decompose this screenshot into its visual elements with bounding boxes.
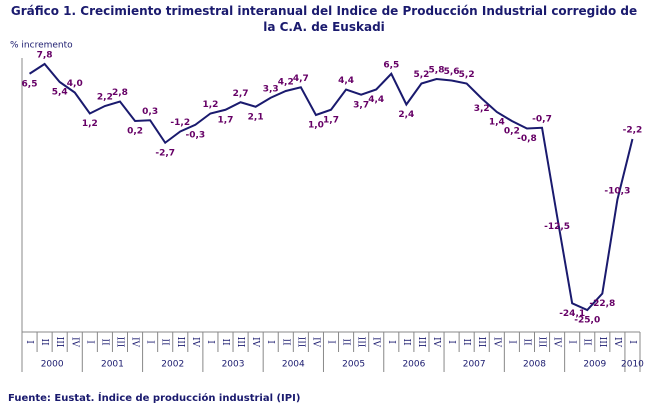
x-tick-label: II: [280, 338, 290, 346]
x-tick-label: I: [627, 340, 637, 344]
year-label: 2005: [342, 360, 365, 370]
data-label: 2,4: [398, 110, 414, 120]
data-label: -0,3: [185, 130, 205, 140]
data-label: 4,4: [338, 76, 354, 86]
x-tick-label: IV: [69, 337, 79, 348]
x-tick-label: II: [521, 338, 531, 346]
x-tick-label: II: [582, 338, 592, 346]
data-label: 5,2: [459, 70, 475, 80]
x-tick-label: II: [220, 338, 230, 346]
x-tick-label: III: [175, 337, 185, 348]
x-tick-label: I: [386, 340, 396, 344]
data-label: -22,8: [589, 299, 615, 309]
x-tick-label: I: [265, 340, 275, 344]
x-tick-label: II: [461, 338, 471, 346]
data-label: 6,5: [22, 79, 38, 89]
data-label: 2,1: [248, 112, 264, 122]
chart-title: Gráfico 1. Crecimiento trimestral intera…: [10, 4, 638, 34]
x-tick-label: I: [567, 340, 577, 344]
data-label: 6,5: [383, 60, 399, 70]
x-tick-label: I: [446, 340, 456, 344]
x-tick-label: III: [114, 337, 124, 348]
data-label: 4,4: [368, 95, 384, 105]
x-tick-label: I: [24, 340, 34, 344]
data-label: 5,4: [52, 88, 68, 98]
data-label: -0,8: [517, 134, 537, 144]
data-label: 2,7: [233, 89, 249, 99]
x-tick-label: IV: [431, 337, 441, 348]
year-label: 2000: [41, 360, 64, 370]
data-label: 5,6: [444, 67, 460, 77]
year-label: 2009: [583, 360, 606, 370]
x-tick-label: III: [416, 337, 426, 348]
data-label: 1,2: [82, 119, 98, 129]
x-tick-label: IV: [491, 337, 501, 348]
y-axis-label: % incremento: [10, 41, 73, 51]
data-label: 7,8: [37, 51, 53, 61]
x-tick-label: IV: [250, 337, 260, 348]
data-label: 0,3: [142, 107, 158, 117]
data-label: 1,4: [489, 118, 505, 128]
data-label: 4,2: [278, 78, 294, 88]
data-label: 0,2: [127, 127, 143, 137]
data-label: -1,2: [170, 118, 190, 128]
year-label: 2002: [161, 360, 184, 370]
x-tick-label: I: [84, 340, 94, 344]
x-tick-label: II: [341, 338, 351, 346]
x-tick-label: III: [476, 337, 486, 348]
x-tick-label: III: [597, 337, 607, 348]
x-tick-label: I: [506, 340, 516, 344]
data-label: 5,8: [429, 66, 445, 76]
data-label: 0,2: [504, 127, 520, 137]
data-label: -12,5: [544, 222, 570, 232]
x-tick-label: IV: [612, 337, 622, 348]
data-label: 3,2: [474, 104, 490, 114]
data-label: -2,2: [623, 126, 643, 136]
data-line: [28, 62, 634, 312]
data-label: -24,1: [559, 309, 585, 319]
data-label: 5,2: [413, 70, 429, 80]
x-tick-label: IV: [552, 337, 562, 348]
data-label: -10,3: [604, 186, 630, 196]
year-label: 2004: [282, 360, 305, 370]
data-label: -25,0: [574, 316, 600, 326]
data-label: 4,7: [293, 74, 309, 84]
year-label: 2006: [402, 360, 425, 370]
data-label: -0,7: [532, 114, 552, 124]
year-label: 2008: [523, 360, 546, 370]
data-label: 1,7: [323, 115, 339, 125]
x-tick-label: III: [295, 337, 305, 348]
x-tick-label: II: [401, 338, 411, 346]
x-tick-label: I: [326, 340, 336, 344]
x-tick-label: II: [99, 338, 109, 346]
x-tick-label: IV: [371, 337, 381, 348]
data-label: 2,2: [97, 93, 113, 103]
data-label: 3,3: [263, 84, 279, 94]
data-label: 2,8: [112, 88, 128, 98]
x-tick-label: III: [235, 337, 245, 348]
data-label: 4,0: [67, 79, 83, 89]
year-label: 2010: [621, 360, 644, 370]
year-label: 2001: [101, 360, 124, 370]
x-tick-label: III: [54, 337, 64, 348]
x-tick-label: III: [356, 337, 366, 348]
data-label: 1,2: [202, 100, 218, 110]
x-tick-label: I: [205, 340, 215, 344]
x-tick-label: IV: [130, 337, 140, 348]
x-tick-label: I: [145, 340, 155, 344]
x-tick-label: II: [39, 338, 49, 346]
data-label: -2,7: [155, 148, 175, 158]
data-label: 1,7: [218, 115, 234, 125]
x-tick-label: IV: [190, 337, 200, 348]
source: Fuente: Eustat. Índice de producción ind…: [8, 391, 300, 404]
data-label: 3,7: [353, 100, 369, 110]
year-label: 2007: [463, 360, 486, 370]
x-tick-label: III: [537, 337, 547, 348]
x-tick-label: IV: [310, 337, 320, 348]
year-label: 2003: [222, 360, 245, 370]
x-tick-label: II: [160, 338, 170, 346]
data-label: 1,0: [308, 121, 324, 131]
